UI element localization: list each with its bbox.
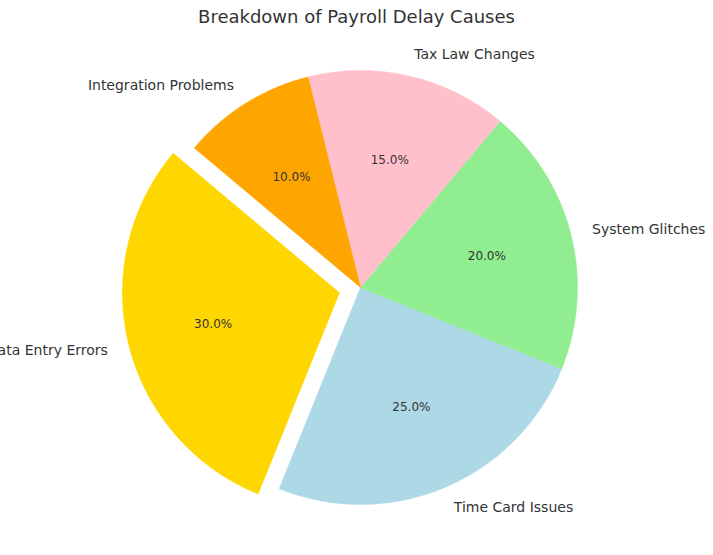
- svg-text:25.0%: 25.0%: [392, 400, 430, 414]
- svg-text:Tax Law Changes: Tax Law Changes: [413, 46, 535, 62]
- svg-text:20.0%: 20.0%: [468, 249, 506, 263]
- svg-text:Data Entry Errors: Data Entry Errors: [0, 342, 108, 358]
- svg-text:Time Card Issues: Time Card Issues: [453, 499, 573, 515]
- svg-text:15.0%: 15.0%: [371, 153, 409, 167]
- svg-text:10.0%: 10.0%: [272, 170, 310, 184]
- html-text:Breakdown of Payroll Delay Cau: Breakdown of Payroll Delay Causes: [198, 6, 515, 27]
- svg-text:Integration Problems: Integration Problems: [88, 77, 234, 93]
- svg-text:System Glitches: System Glitches: [592, 221, 705, 237]
- svg-text:30.0%: 30.0%: [194, 317, 232, 331]
